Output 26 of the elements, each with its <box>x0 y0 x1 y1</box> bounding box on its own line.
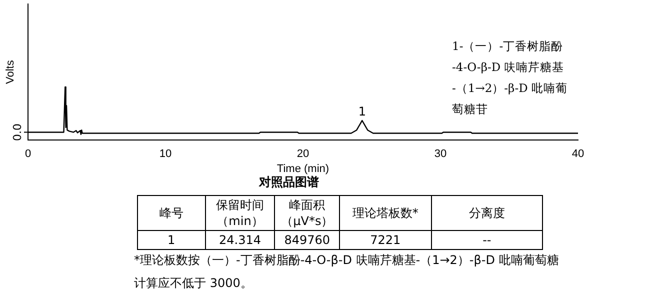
text: 1-（一）-丁香树脂酚 <box>452 38 564 53</box>
x-tick-label: 0 <box>24 148 32 160</box>
text: *理论板数按（一）-丁香树脂酚-4-O-β-D 呋喃芹糖基-（1→2）-β-D 吡喃葡萄糖 <box>134 252 559 269</box>
text: 峰面积（μV*s） <box>274 196 340 230</box>
text: 7221 <box>339 230 432 250</box>
annotation: 1 <box>358 104 366 119</box>
text: 保留时间（min） <box>205 196 275 230</box>
x-tick-label: 10 <box>159 148 172 160</box>
y-axis-title: Volts <box>4 60 17 84</box>
text: 对照品图谱 <box>258 174 319 189</box>
x-tick-label: 20 <box>296 148 310 160</box>
text: 峰号 <box>138 196 206 230</box>
text: 理论塔板数* <box>339 196 432 230</box>
annotation: 萄糖苷 <box>452 102 488 116</box>
text: 0.0 <box>10 123 24 141</box>
text: 1 <box>138 230 206 250</box>
x-tick-label: 40 <box>572 148 584 160</box>
text: 分离度 <box>431 196 542 230</box>
text: 849760 <box>274 230 340 250</box>
text: -4-O-β-D 呋喃芹糖基 <box>452 60 564 74</box>
text: 计算应不低于 3000。 <box>134 275 252 292</box>
annotation: -（1→2）-β-D 吡喃葡 <box>452 80 568 95</box>
text: 24.314 <box>205 230 275 250</box>
x-axis-title: Time (min) <box>276 163 330 176</box>
text: -- <box>431 230 542 250</box>
x-tick-label: 30 <box>434 148 447 160</box>
